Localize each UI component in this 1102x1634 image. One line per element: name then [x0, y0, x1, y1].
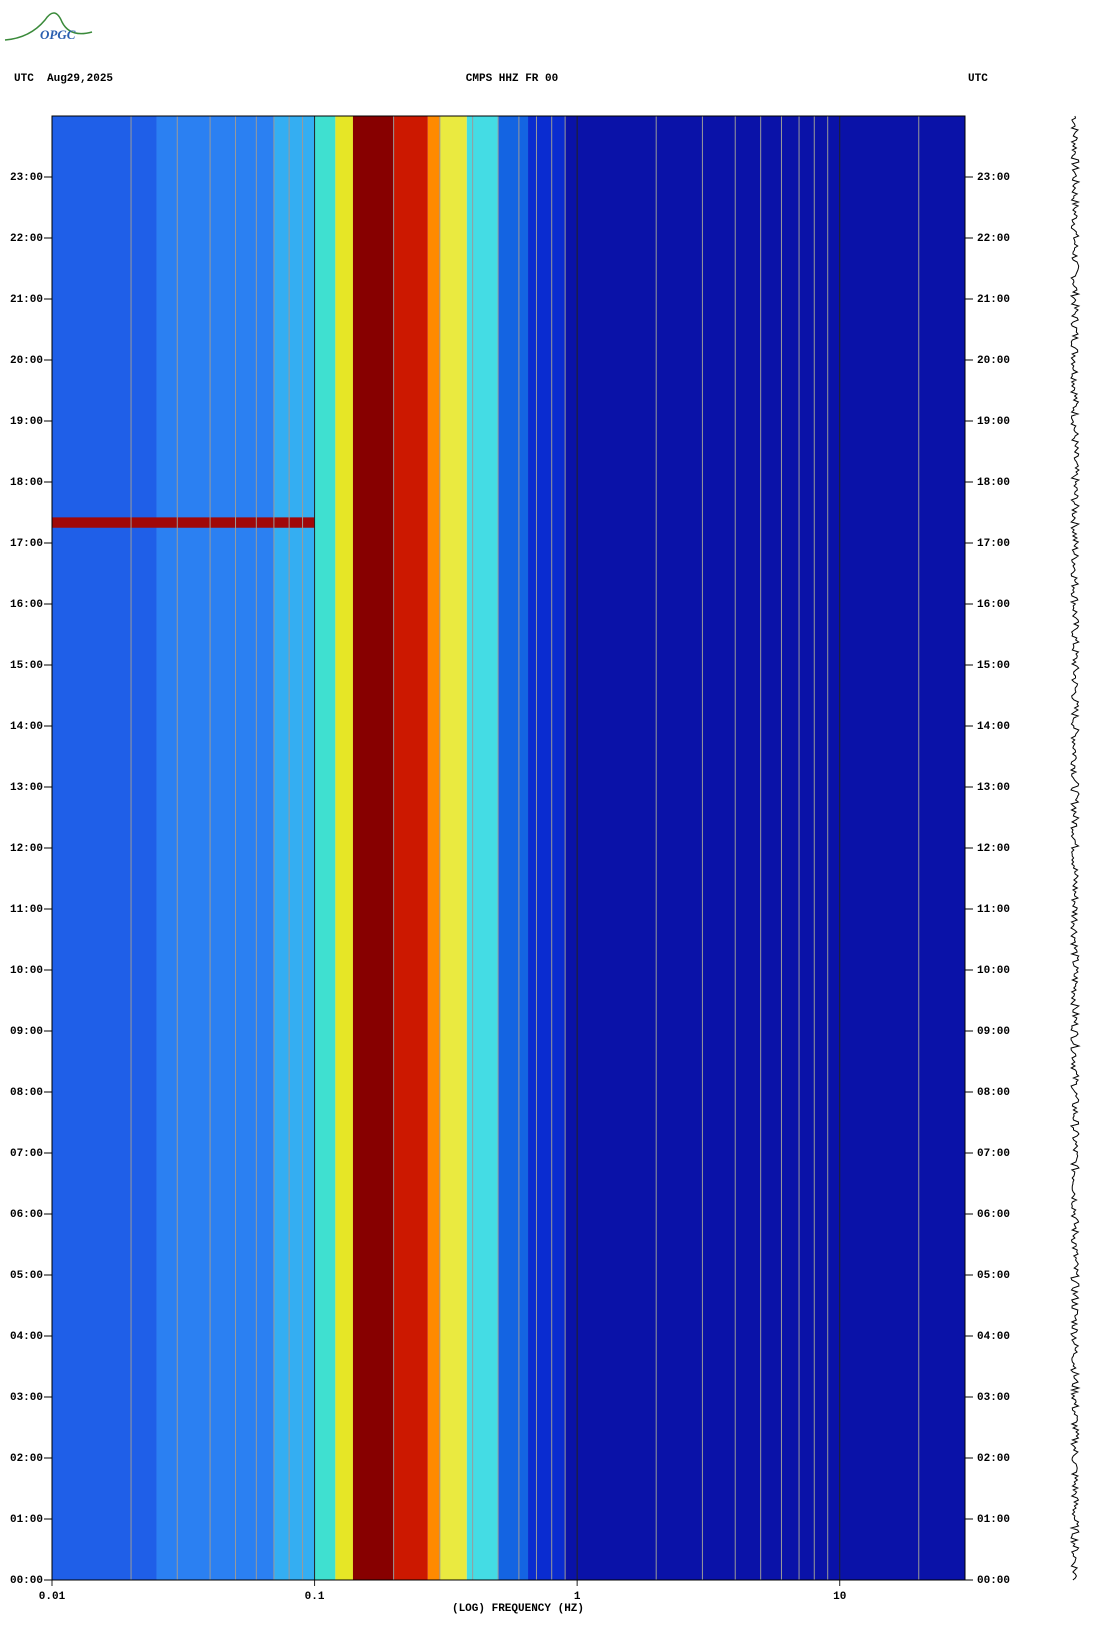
y-tick-label: 18:00: [10, 477, 43, 489]
y-tick-label: 08:00: [977, 1087, 1010, 1099]
y-tick-label: 07:00: [10, 1148, 43, 1160]
y-tick-label: 04:00: [10, 1331, 43, 1343]
y-tick-label: 23:00: [10, 172, 43, 184]
y-tick-label: 15:00: [10, 660, 43, 672]
y-tick-label: 15:00: [977, 660, 1010, 672]
frequency-band: [439, 116, 467, 1580]
y-tick-label: 21:00: [10, 294, 43, 306]
y-tick-label: 23:00: [977, 172, 1010, 184]
frequency-band: [528, 116, 566, 1580]
frequency-band: [427, 116, 440, 1580]
y-tick-label: 12:00: [10, 843, 43, 855]
frequency-band: [335, 116, 353, 1580]
x-tick-label: 10: [833, 1591, 846, 1603]
frequency-band: [273, 116, 315, 1580]
chart-title: CMPS HHZ FR 00: [466, 73, 558, 85]
y-tick-label: 22:00: [977, 233, 1010, 245]
y-tick-label: 14:00: [977, 721, 1010, 733]
y-tick-label: 00:00: [10, 1575, 43, 1587]
y-tick-label: 02:00: [977, 1453, 1010, 1465]
frequency-band: [466, 116, 499, 1580]
y-tick-label: 09:00: [977, 1026, 1010, 1038]
right-header: UTC: [968, 73, 988, 85]
y-tick-label: 09:00: [10, 1026, 43, 1038]
y-tick-label: 12:00: [977, 843, 1010, 855]
y-tick-label: 17:00: [10, 538, 43, 550]
y-tick-label: 22:00: [10, 233, 43, 245]
y-tick-label: 03:00: [977, 1392, 1010, 1404]
frequency-band: [393, 116, 428, 1580]
frequency-band: [498, 116, 529, 1580]
x-axis-label: (LOG) FREQUENCY (HZ): [452, 1603, 584, 1615]
y-tick-label: 19:00: [10, 416, 43, 428]
y-tick-label: 16:00: [10, 599, 43, 611]
y-tick-label: 02:00: [10, 1453, 43, 1465]
logo: OPGC: [4, 12, 93, 42]
seismogram-trace: [1069, 115, 1081, 1581]
y-tick-label: 19:00: [977, 416, 1010, 428]
frequency-band: [156, 116, 274, 1580]
y-tick-label: 06:00: [10, 1209, 43, 1221]
y-tick-label: 01:00: [10, 1514, 43, 1526]
y-tick-label: 00:00: [977, 1575, 1010, 1587]
x-tick-label: 1: [574, 1591, 581, 1603]
y-tick-label: 04:00: [977, 1331, 1010, 1343]
y-tick-label: 03:00: [10, 1392, 43, 1404]
frequency-band: [52, 116, 157, 1580]
logo-text: OPGC: [40, 27, 76, 42]
y-tick-label: 13:00: [10, 782, 43, 794]
y-tick-label: 08:00: [10, 1087, 43, 1099]
plot-frame: [51, 115, 966, 1581]
y-tick-label: 05:00: [977, 1270, 1010, 1282]
y-tick-label: 10:00: [10, 965, 43, 977]
y-tick-label: 11:00: [977, 904, 1010, 916]
y-tick-label: 07:00: [977, 1148, 1010, 1160]
y-tick-label: 21:00: [977, 294, 1010, 306]
y-tick-label: 16:00: [977, 599, 1010, 611]
y-tick-label: 18:00: [977, 477, 1010, 489]
y-tick-label: 06:00: [977, 1209, 1010, 1221]
y-tick-label: 13:00: [977, 782, 1010, 794]
frequency-band: [352, 116, 394, 1580]
left-header: UTC Aug29,2025: [14, 73, 113, 85]
y-tick-label: 10:00: [977, 965, 1010, 977]
y-tick-label: 20:00: [977, 355, 1010, 367]
y-tick-label: 05:00: [10, 1270, 43, 1282]
x-tick-label: 0.01: [39, 1591, 66, 1603]
y-tick-label: 14:00: [10, 721, 43, 733]
x-tick-label: 0.1: [305, 1591, 325, 1603]
y-tick-label: 11:00: [10, 904, 43, 916]
frequency-band: [314, 116, 336, 1580]
event-stripe: [52, 517, 315, 528]
y-tick-label: 20:00: [10, 355, 43, 367]
y-tick-label: 17:00: [977, 538, 1010, 550]
frequency-band: [565, 116, 965, 1580]
y-tick-label: 01:00: [977, 1514, 1010, 1526]
